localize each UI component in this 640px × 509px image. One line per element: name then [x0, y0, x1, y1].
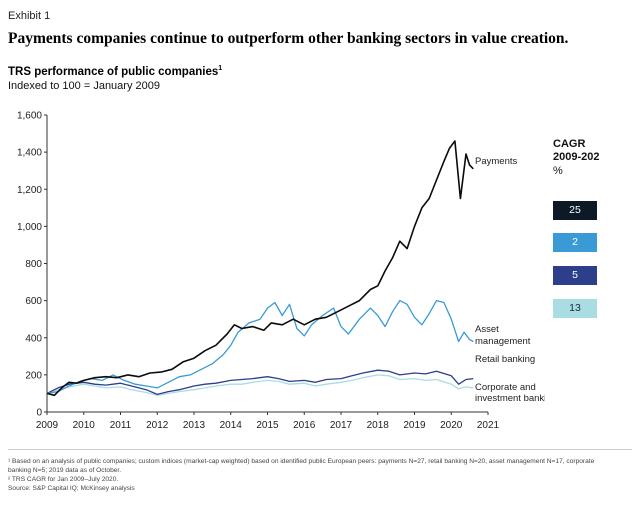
- y-tick-label: 1,200: [17, 185, 42, 196]
- chart-title-footnote-mark: 1: [218, 65, 223, 72]
- cagr-title-line1: CAGR: [553, 138, 586, 150]
- series-annotation: Payments: [475, 156, 517, 167]
- x-tick-label: 2015: [256, 420, 279, 431]
- cagr-title-line2: 2009-202: [553, 151, 600, 163]
- cagr-unit: %: [553, 165, 563, 177]
- cagr-badge-retail-banking: 5: [553, 266, 597, 285]
- series-annotation: Retail banking: [475, 354, 535, 365]
- cagr-badge-corporate-investment-banking: 13: [553, 299, 597, 318]
- x-tick-label: 2010: [73, 420, 96, 431]
- series-line-asset-management: [46, 299, 474, 395]
- x-tick-label: 2016: [293, 420, 316, 431]
- x-tick-label: 2018: [367, 420, 390, 431]
- footnote-1-cont: banking N=5; 2019 data as of October.: [8, 467, 122, 474]
- cagr-badge-asset-management: 2: [553, 233, 597, 252]
- y-tick-label: 400: [25, 333, 42, 344]
- cagr-title: CAGR 2009-202: [553, 138, 600, 164]
- x-tick-label: 2012: [146, 420, 169, 431]
- x-tick-label: 2009: [36, 420, 59, 431]
- series-annotation: Asset: [475, 324, 499, 335]
- x-tick-label: 2014: [220, 420, 243, 431]
- y-tick-label: 1,600: [17, 111, 42, 122]
- x-tick-label: 2013: [183, 420, 206, 431]
- chart-title-text: TRS performance of public companies: [8, 65, 219, 78]
- series-annotation: Corporate and: [475, 382, 536, 393]
- footer-divider: [8, 449, 632, 450]
- exhibit-label: Exhibit 1: [8, 10, 51, 22]
- y-tick-label: 0: [36, 408, 42, 419]
- x-tick-label: 2011: [110, 420, 132, 431]
- series-line-retail-banking: [46, 369, 474, 396]
- x-tick-label: 2017: [330, 420, 353, 431]
- y-tick-label: 1,000: [17, 222, 42, 233]
- x-tick-label: 2020: [440, 420, 463, 431]
- source-note: Source: S&P Capital IQ; McKinsey analysi…: [8, 485, 135, 492]
- series-line-payments: [46, 140, 474, 397]
- chart-title: TRS performance of public companies1: [8, 65, 222, 78]
- y-tick-label: 1,400: [17, 148, 42, 159]
- series-annotation: management: [475, 336, 531, 347]
- x-tick-label: 2019: [403, 420, 426, 431]
- series-annotation: investment banking: [475, 393, 545, 404]
- chart-subtitle: Indexed to 100 = January 2009: [8, 80, 160, 92]
- y-tick-label: 800: [25, 259, 42, 270]
- series-line-corporate-and-investment-banking: [46, 374, 474, 396]
- cagr-badge-payments: 25: [553, 201, 597, 220]
- footnote-1: ¹ Based on an analysis of public compani…: [8, 458, 595, 465]
- y-tick-label: 200: [25, 370, 42, 381]
- trs-line-chart: 0 200 400 600 800 1,000 1,200 1,400 1,600 2009 201…: [17, 111, 545, 432]
- footnote-2: ² TRS CAGR for Jan 2009–July 2020.: [8, 476, 119, 483]
- headline: Payments companies continue to outperfor…: [8, 30, 569, 47]
- y-tick-label: 600: [25, 296, 42, 307]
- x-tick-label: 2021: [477, 420, 500, 431]
